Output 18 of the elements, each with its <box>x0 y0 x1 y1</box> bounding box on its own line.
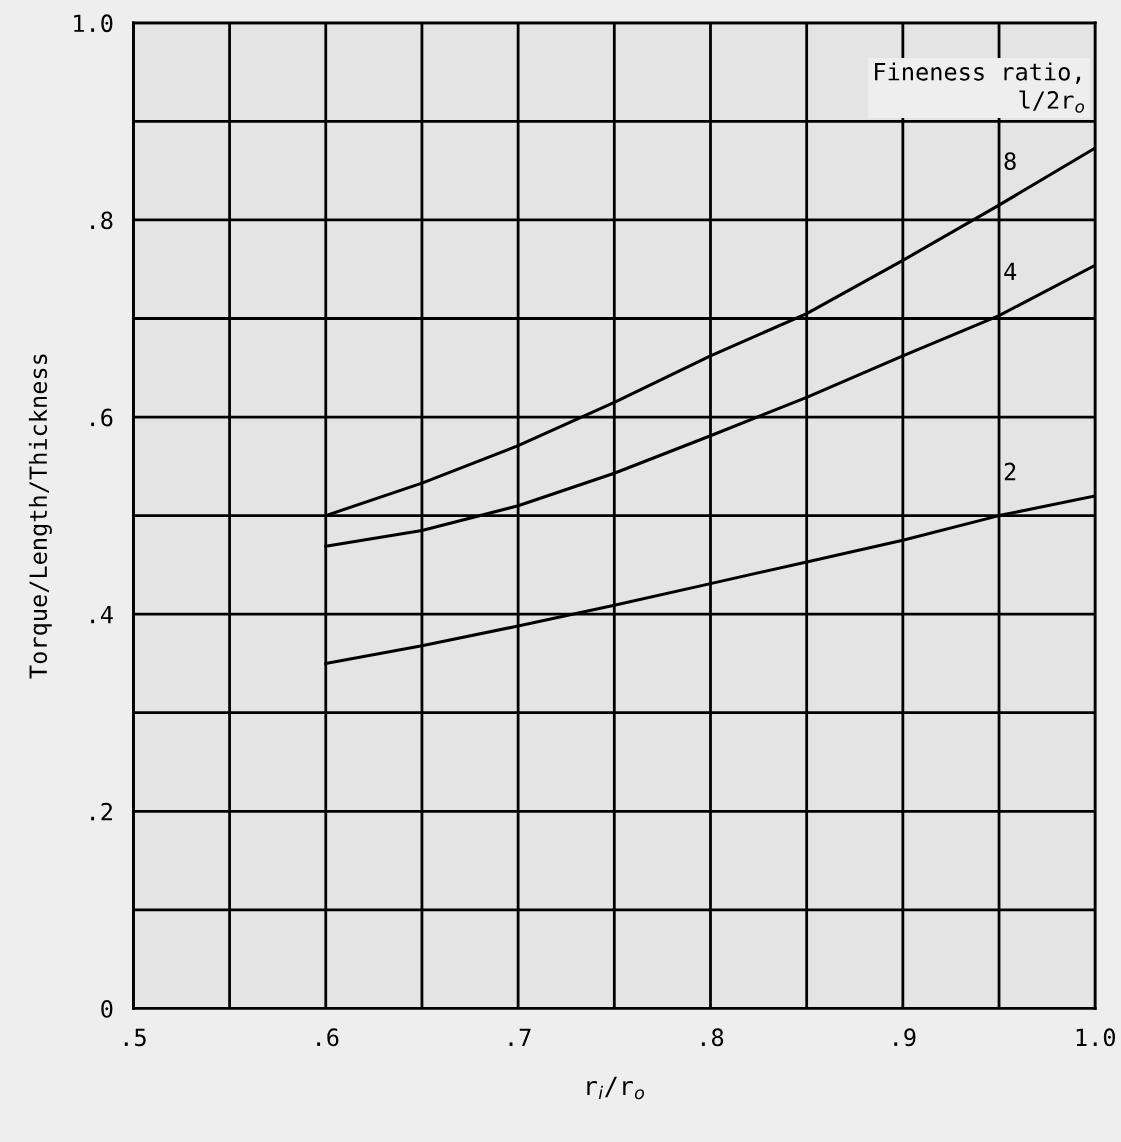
x-tick-label: .8 <box>701 1028 724 1047</box>
y-tick-label: 0 <box>101 999 113 1018</box>
x-tick-label: .6 <box>317 1028 339 1047</box>
y-tick-label: .2 <box>91 802 112 821</box>
series-label: 8 <box>1004 152 1016 171</box>
y-axis-title: Torque/Length/Thickness <box>28 354 52 679</box>
series-label: 2 <box>1004 462 1016 481</box>
y-tick-label: 1.0 <box>74 14 113 33</box>
x-tick-label: .9 <box>894 1028 916 1047</box>
x-tick-label: 1.0 <box>1076 1028 1116 1047</box>
x-tick-label: .5 <box>124 1028 146 1047</box>
series-label: 4 <box>1004 262 1017 281</box>
x-tick-label: .7 <box>509 1028 531 1046</box>
y-tick-label: .6 <box>91 408 113 427</box>
y-tick-label: .4 <box>91 605 113 624</box>
y-tick-label: .8 <box>91 211 113 230</box>
x-axis-title: r$_{i}$/r$_{o}$ <box>587 1076 645 1100</box>
legend-title: Fineness ratio, l/2r$_{o}$ <box>875 62 1085 113</box>
